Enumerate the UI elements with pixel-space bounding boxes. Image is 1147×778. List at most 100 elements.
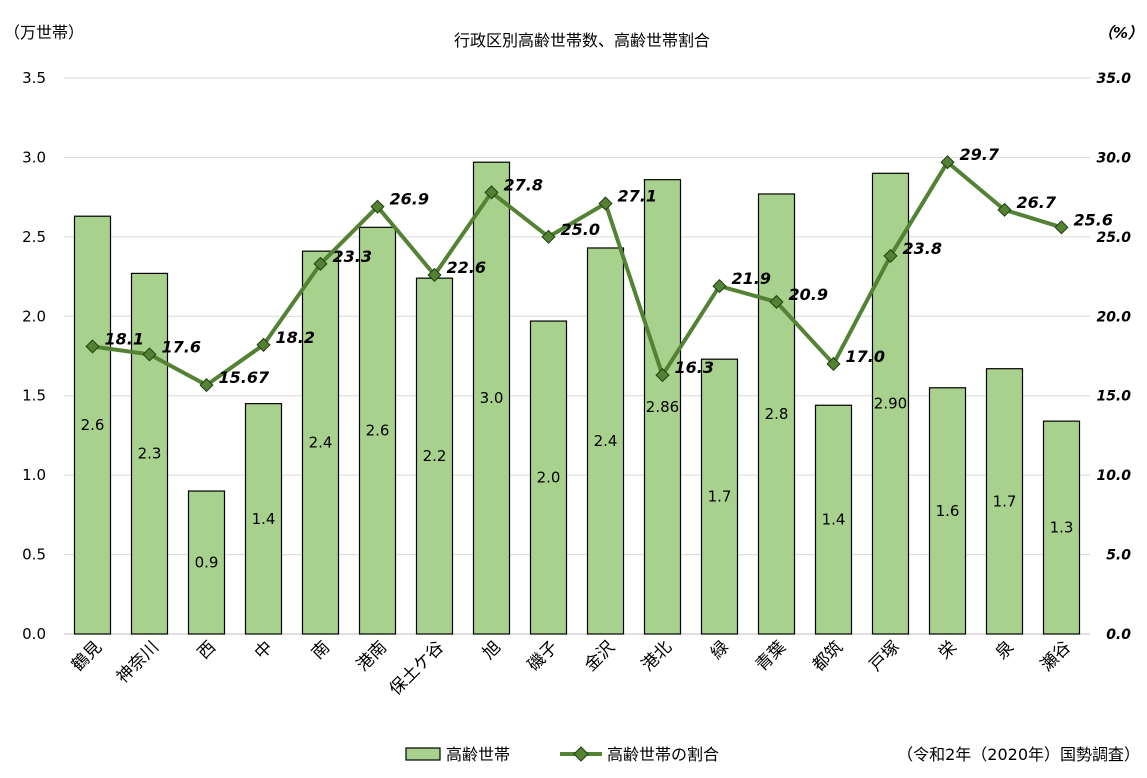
ratio-point [997, 202, 1012, 217]
ratio-point [142, 347, 157, 362]
ratio-point [427, 267, 442, 283]
ratio-value-label: 25.6 [1074, 210, 1113, 229]
ratio-point [712, 279, 727, 294]
ratio-point [256, 337, 271, 352]
bar [358, 226, 397, 635]
x-tick-label: 西 [194, 637, 220, 663]
bar [244, 403, 283, 635]
x-tick-label: 金沢 [581, 637, 619, 675]
legend-bar-label: 高齢世帯 [446, 745, 510, 764]
ratio-line [92, 160, 1063, 388]
bar [643, 179, 682, 635]
ratio-point [769, 294, 784, 310]
bar-value-label: 2.6 [366, 422, 390, 440]
ratio-point [883, 248, 898, 263]
right-axis-unit: （%） [1098, 24, 1143, 42]
ratio-value-label: 27.8 [504, 175, 543, 194]
bar-series [73, 161, 1081, 635]
bar-value-label: 1.7 [993, 492, 1017, 510]
x-tick-label: 鶴見 [68, 637, 106, 675]
legend-line-label: 高齢世帯の割合 [607, 745, 719, 764]
x-tick-label: 旭 [479, 637, 505, 663]
y-tick-right: 35.0 [1096, 71, 1131, 87]
bar-value-label: 2.6 [81, 416, 105, 434]
left-axis-unit: （万世帯） [4, 23, 84, 42]
legend: 高齢世帯 高齢世帯の割合 [405, 745, 719, 764]
ratio-value-label: 23.3 [333, 247, 372, 266]
bar-value-label: 3.0 [480, 389, 504, 407]
ratio-point [85, 339, 100, 354]
bar [700, 358, 739, 635]
bar [757, 193, 796, 635]
y-tick-right: 5.0 [1106, 548, 1131, 564]
ratio-value-label: 17.6 [162, 337, 201, 356]
x-tick-label: 栄 [935, 637, 961, 663]
x-tick-label: 戸塚 [866, 637, 904, 675]
source-note: （令和2年（2020年）国勢調査） [897, 745, 1140, 764]
ratio-value-label: 25.0 [561, 220, 600, 239]
ratio-point [826, 356, 841, 372]
ratio-point [199, 377, 214, 393]
data-labels: 2.6 2.3 0.9 1.4 2.4 2.6 2.2 3.0 2.0 2.4 2.86 1.7 2.8… [81, 145, 1113, 571]
bar-value-label: 1.3 [1050, 519, 1074, 537]
bar [301, 250, 340, 635]
chart-title: 行政区別高齢世帯数、高齢世帯割合 [454, 31, 710, 50]
y-tick-left: 0.5 [22, 546, 46, 564]
ratio-value-label: 27.1 [618, 186, 657, 205]
bar-value-label: 1.7 [708, 488, 732, 506]
ratio-value-label: 23.8 [903, 239, 942, 258]
bar-value-label: 2.8 [765, 405, 789, 423]
ratio-value-label: 16.3 [675, 358, 714, 377]
bar-value-label: 0.9 [195, 554, 219, 572]
bar-value-label: 2.4 [309, 434, 333, 452]
ratio-point [541, 229, 556, 244]
x-tick-label: 泉 [992, 637, 1018, 663]
bar-value-label: 1.4 [822, 511, 846, 529]
y-tick-right: 0.0 [1106, 627, 1131, 643]
bar-value-label: 2.0 [537, 469, 561, 487]
y-tick-left: 0.0 [22, 625, 46, 643]
bar-value-label: 1.4 [252, 510, 276, 528]
bar [928, 387, 967, 635]
bar [529, 320, 568, 635]
bar [814, 404, 853, 635]
ratio-point [1054, 220, 1069, 235]
y-tick-right: 30.0 [1096, 150, 1131, 166]
bar-value-label: 2.4 [594, 432, 618, 450]
x-tick-label: 港北 [638, 637, 676, 675]
ratio-value-label: 18.1 [105, 329, 144, 348]
ratio-value-label: 22.6 [447, 258, 486, 277]
ratio-value-label: 26.7 [1017, 193, 1057, 212]
y-tick-left: 1.5 [22, 387, 46, 405]
ratio-point [598, 196, 613, 211]
ratio-value-label: 21.9 [732, 269, 771, 288]
bar [985, 368, 1024, 635]
x-tick-label: 南 [308, 637, 334, 663]
y-tick-right: 25.0 [1096, 230, 1131, 246]
ratio-point [940, 155, 955, 170]
line-series [85, 155, 1069, 393]
y-tick-left: 2.5 [22, 228, 46, 246]
y-tick-left: 3.5 [22, 69, 46, 87]
ratio-point [313, 256, 328, 271]
x-tick-label: 中 [251, 637, 277, 663]
ratio-point [655, 367, 670, 383]
y-tick-right: 15.0 [1096, 389, 1131, 405]
x-tick-label: 保土ケ谷 [386, 637, 448, 699]
x-tick-label: 港南 [353, 637, 391, 675]
bar [73, 215, 112, 635]
legend-line-marker [573, 746, 589, 762]
y-tick-left: 3.0 [22, 148, 46, 166]
bar [187, 490, 226, 635]
bar [472, 161, 511, 635]
bar [130, 272, 169, 635]
ratio-point [484, 185, 499, 200]
bar [1042, 420, 1081, 635]
ratio-value-label: 18.2 [276, 328, 315, 347]
bar-value-label: 1.6 [936, 502, 960, 520]
ratio-point [370, 199, 385, 214]
bar-value-label: 2.3 [138, 445, 162, 463]
bar-value-label: 2.86 [646, 398, 679, 416]
